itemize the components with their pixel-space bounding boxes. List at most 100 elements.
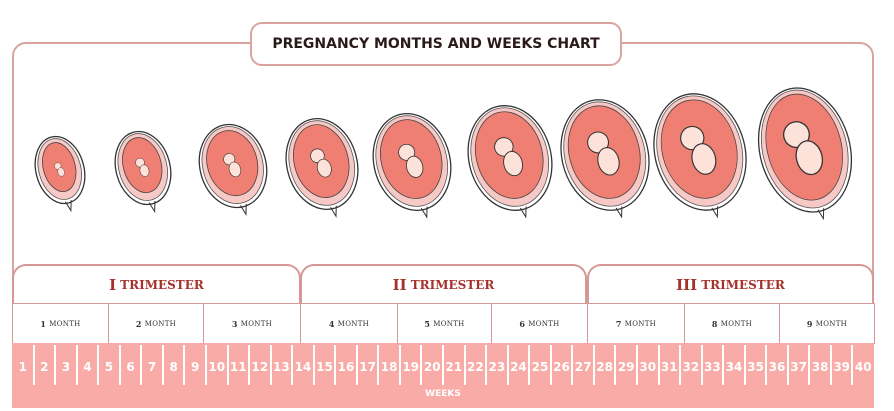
month-label: MONTH <box>49 319 81 328</box>
week-separator <box>355 345 358 385</box>
week-separator <box>700 345 703 385</box>
week-separator <box>808 345 811 385</box>
month-number: 2 <box>135 318 142 329</box>
month-5: 5 MONTH <box>397 303 492 344</box>
month-number: 3 <box>231 318 238 329</box>
womb-month-3 <box>198 123 268 216</box>
week-18: 18 <box>380 360 398 374</box>
week-separator <box>97 345 100 385</box>
week-separator <box>485 345 488 385</box>
week-11: 11 <box>229 360 247 374</box>
week-separator <box>722 345 725 385</box>
weeks-label: WEEKS <box>425 389 461 399</box>
womb-month-5 <box>372 113 452 219</box>
fetus <box>783 121 824 176</box>
month-number: 8 <box>711 318 718 329</box>
week-29: 29 <box>617 360 635 374</box>
trimester-label: TRIMESTER <box>120 278 204 292</box>
trimester-numeral: I <box>109 276 117 294</box>
week-separator <box>75 345 78 385</box>
trimester-1: I TRIMESTER <box>12 264 301 304</box>
week-separator <box>635 345 638 385</box>
chart-title: PREGNANCY MONTHS AND WEEKS CHART <box>250 22 622 66</box>
womb-month-8 <box>653 93 747 219</box>
month-label: MONTH <box>240 319 273 328</box>
week-31: 31 <box>660 360 678 374</box>
week-39: 39 <box>833 360 851 374</box>
week-separator <box>786 345 789 385</box>
week-separator <box>54 345 57 385</box>
week-separator <box>183 345 186 385</box>
week-separator <box>32 345 35 385</box>
week-19: 19 <box>402 360 420 374</box>
month-4: 4 MONTH <box>300 303 398 344</box>
month-number: 7 <box>615 318 622 329</box>
trimester-numeral: III <box>676 276 698 294</box>
week-33: 33 <box>704 360 721 374</box>
week-5: 5 <box>104 360 114 374</box>
week-20: 20 <box>423 360 441 374</box>
womb-month-6 <box>467 105 553 219</box>
month-8: 8 MONTH <box>684 303 780 344</box>
month-number: 4 <box>328 318 335 329</box>
month-number: 6 <box>519 318 526 329</box>
week-separator <box>657 345 660 385</box>
week-separator <box>204 345 207 385</box>
month-6: 6 MONTH <box>491 303 588 344</box>
week-8: 8 <box>169 360 178 374</box>
week-separator <box>528 345 531 385</box>
week-34: 34 <box>725 360 743 374</box>
week-2: 2 <box>40 360 49 374</box>
week-separator <box>377 345 380 385</box>
week-separator <box>398 345 401 385</box>
fetus <box>310 148 332 178</box>
week-37: 37 <box>790 360 807 374</box>
trimester-numeral: II <box>392 276 407 294</box>
week-separator <box>226 345 229 385</box>
week-21: 21 <box>445 360 463 374</box>
week-separator <box>248 345 251 385</box>
week-40: 40 <box>854 360 872 374</box>
week-15: 15 <box>316 360 333 374</box>
week-26: 26 <box>553 360 570 374</box>
week-separator <box>614 345 617 385</box>
month-3: 3 MONTH <box>203 303 301 344</box>
week-32: 32 <box>682 360 700 374</box>
week-separator <box>571 345 574 385</box>
week-17: 17 <box>359 360 376 374</box>
week-35: 35 <box>747 360 764 374</box>
week-separator <box>463 345 466 385</box>
week-separator <box>140 345 143 385</box>
fetus-illustrations <box>34 87 853 221</box>
week-separator <box>743 345 746 385</box>
week-separator <box>765 345 768 385</box>
week-6: 6 <box>126 360 135 374</box>
week-7: 7 <box>147 360 157 374</box>
month-label: MONTH <box>433 319 465 328</box>
month-1: 1 MONTH <box>12 303 109 344</box>
week-separator <box>291 345 294 385</box>
week-38: 38 <box>811 360 829 374</box>
week-13: 13 <box>273 360 290 374</box>
week-24: 24 <box>510 360 527 374</box>
womb-month-9 <box>757 87 853 221</box>
womb-month-1 <box>34 135 86 213</box>
week-separator <box>118 345 121 385</box>
fetus <box>135 157 150 177</box>
week-23: 23 <box>488 360 506 374</box>
week-1: 1 <box>18 360 27 374</box>
week-separator <box>679 345 682 385</box>
week-10: 10 <box>208 360 226 374</box>
week-separator <box>851 345 854 385</box>
month-label: MONTH <box>528 319 560 328</box>
fetus <box>587 131 620 176</box>
month-number: 5 <box>424 318 431 329</box>
trimester-3: III TRIMESTER <box>587 264 874 304</box>
week-9: 9 <box>190 360 200 374</box>
week-separator <box>334 345 337 385</box>
week-4: 4 <box>83 360 92 374</box>
week-3: 3 <box>61 360 71 374</box>
week-12: 12 <box>251 360 269 374</box>
week-separator <box>592 345 595 385</box>
